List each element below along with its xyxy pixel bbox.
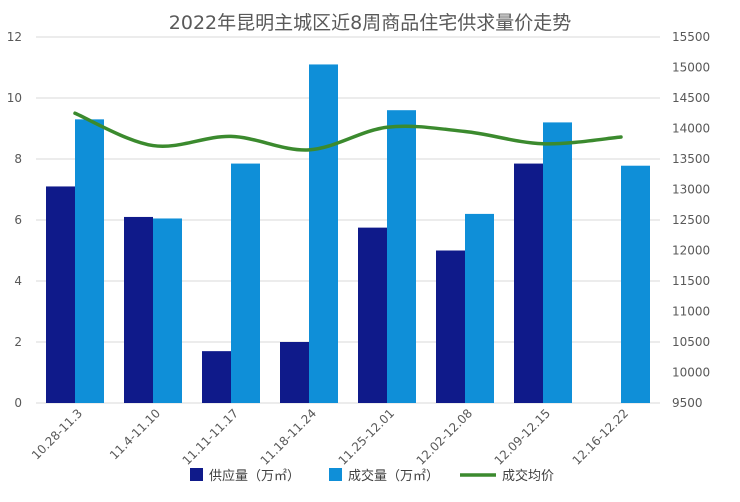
legend-label: 成交均价 [502,468,554,484]
x-tick-label: 11.4-11.10 [107,406,163,462]
x-tick-label: 11.11-11.17 [180,406,242,468]
legend-swatch [329,468,342,481]
right-tick-label: 14500 [672,91,710,105]
right-y-axis: 9500 10000 10500 11000 11500 12000 12500 13000 1… [672,30,710,410]
bar-supply [46,186,75,403]
right-tick-label: 15500 [672,30,710,44]
x-tick-label: 10.28-11.3 [29,406,85,462]
bar-transaction [75,119,104,403]
legend-label: 成交量（万㎡） [348,468,439,484]
right-tick-label: 14000 [672,122,710,136]
bar-supply [202,351,231,403]
x-tick-label: 12.16-12.22 [570,406,632,468]
left-tick-label: 12 [7,30,22,44]
left-y-axis: 0 2 4 6 8 10 12 [7,30,22,410]
chart-title: 2022年昆明主城区近8周商品住宅供求量价走势 [169,12,571,34]
x-tick-label: 12.09-12.15 [492,406,554,468]
bar-series [46,64,650,404]
right-tick-label: 11000 [672,305,710,319]
bar-supply [436,250,465,403]
left-tick-label: 4 [14,274,22,288]
bar-transaction [621,165,650,403]
legend-label: 供应量（万㎡） [209,468,300,484]
left-tick-label: 8 [14,152,22,166]
right-tick-label: 15000 [672,61,710,75]
right-tick-label: 13500 [672,152,710,166]
bar-transaction [465,213,494,403]
avg-price-line [73,111,623,152]
right-tick-label: 9500 [672,396,703,410]
left-tick-label: 10 [7,91,22,105]
bar-transaction [387,110,416,403]
bar-supply [358,227,387,403]
left-tick-label: 2 [14,335,22,349]
right-tick-label: 10500 [672,335,710,349]
bar-transaction [309,64,338,403]
bar-supply [280,342,309,403]
left-tick-label: 6 [14,213,22,227]
legend: 供应量（万㎡） 成交量（万㎡） 成交均价 [190,468,554,484]
bar-transaction [153,218,182,403]
legend-swatch [190,468,203,481]
right-tick-label: 11500 [672,274,710,288]
bar-supply [514,163,543,403]
x-axis: 10.28-11.3 11.4-11.10 11.11-11.17 11.18-11.… [29,406,631,468]
line-series [73,111,623,152]
bar-transaction [231,163,260,403]
right-tick-label: 10000 [672,366,710,380]
bar-transaction [543,122,572,404]
right-tick-label: 13000 [672,183,710,197]
x-tick-label: 11.18-11.24 [258,406,320,468]
x-tick-label: 11.25-12.01 [336,406,398,468]
x-tick-label: 12.02-12.08 [414,406,476,468]
bar-supply [124,216,153,403]
right-tick-label: 12500 [672,213,710,227]
left-tick-label: 0 [14,396,22,410]
right-tick-label: 12000 [672,244,710,258]
